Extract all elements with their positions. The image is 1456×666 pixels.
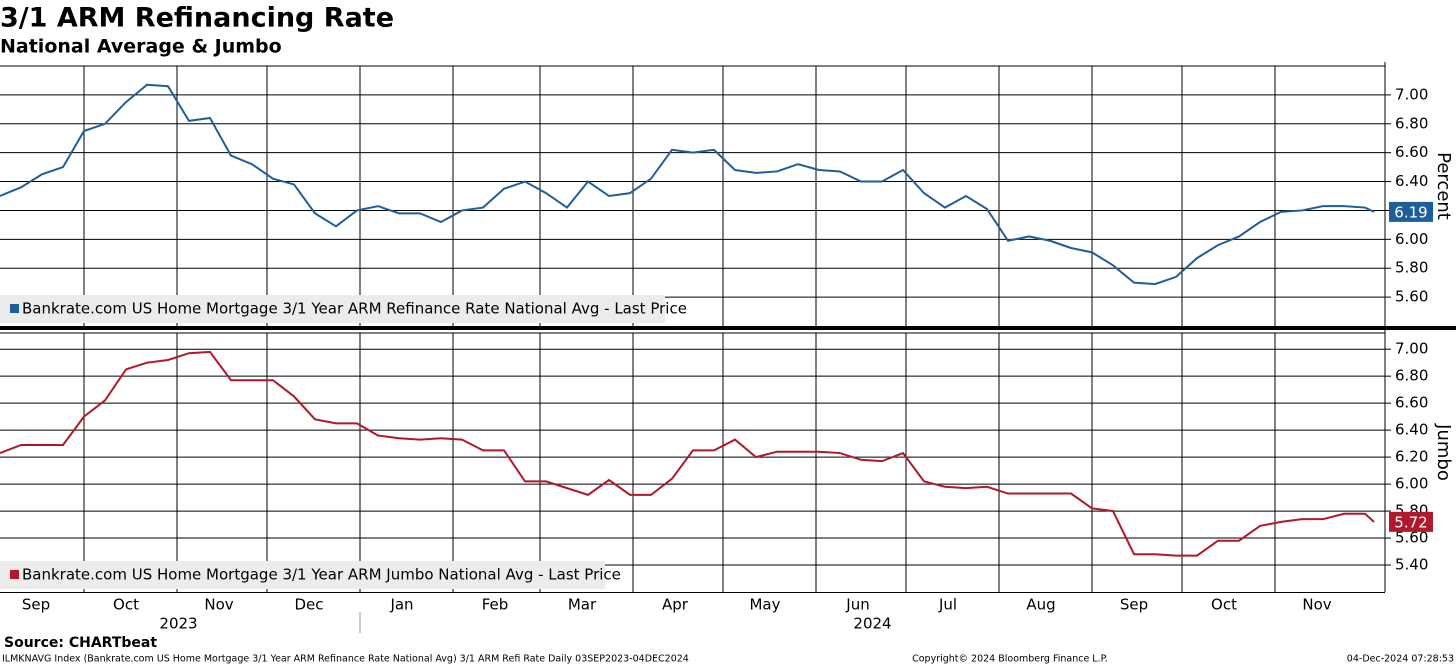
timestamp: 04-Dec-2024 07:28:53	[1347, 654, 1454, 665]
y-tick-label: 6.60	[1395, 394, 1428, 412]
x-tick-label: Apr	[662, 596, 689, 614]
legend-swatch	[10, 304, 19, 313]
chart-title: 3/1 ARM Refinancing Rate	[0, 3, 394, 34]
x-tick-label: May	[749, 596, 780, 614]
year-label: 2023	[159, 615, 197, 633]
x-tick-label: Nov	[1302, 596, 1331, 614]
chart-subtitle: National Average & Jumbo	[0, 36, 282, 58]
y-tick-label: 6.40	[1395, 172, 1428, 190]
y-tick-label: 6.40	[1395, 421, 1428, 439]
last-value-box	[1389, 201, 1433, 222]
x-tick-label: Mar	[568, 596, 597, 614]
y-tick-label: 5.40	[1395, 556, 1428, 574]
last-value-label: 5.72	[1394, 513, 1427, 531]
data-line	[0, 83, 1375, 286]
x-tick-label: Sep	[22, 596, 50, 614]
y-tick-label: 6.00	[1395, 475, 1428, 493]
data-line	[0, 350, 1375, 557]
source: Source: CHARTbeat	[4, 635, 157, 651]
y-tick-label: 6.60	[1395, 143, 1428, 161]
copyright: Copyright© 2024 Bloomberg Finance L.P.	[912, 654, 1108, 665]
y-tick-label: 6.00	[1395, 230, 1428, 248]
y-tick-label: 6.20	[1395, 448, 1428, 466]
last-value-box	[1389, 511, 1433, 532]
y-tick-label: 5.80	[1395, 259, 1428, 277]
x-tick-label: Aug	[1026, 596, 1055, 614]
legend-label: Bankrate.com US Home Mortgage 3/1 Year A…	[22, 300, 687, 318]
axis-bottom	[0, 592, 1385, 593]
y-tick-label: 6.80	[1395, 367, 1428, 385]
y-tick-label: 7.00	[1395, 85, 1428, 103]
y-axis-label: Percent	[1433, 152, 1454, 220]
x-tick-label: Nov	[204, 596, 233, 614]
y-tick-label: 5.60	[1395, 288, 1428, 306]
x-tick-label: Oct	[1211, 596, 1237, 614]
panel-divider	[0, 326, 1456, 330]
legend-box	[0, 561, 605, 589]
x-tick-label: Jul	[938, 596, 957, 614]
x-tick-label: Feb	[482, 596, 509, 614]
x-tick-label: Jun	[845, 596, 869, 614]
x-tick-label: Sep	[1120, 596, 1148, 614]
legend-label: Bankrate.com US Home Mortgage 3/1 Year A…	[22, 566, 621, 584]
y-tick-label: 5.60	[1395, 529, 1428, 547]
legend-swatch	[10, 570, 19, 579]
footer-description: ILMKNAVG Index (Bankrate.com US Home Mor…	[2, 654, 689, 665]
x-tick-label: Dec	[294, 596, 323, 614]
y-tick-label: 6.80	[1395, 114, 1428, 132]
legend-box	[0, 295, 665, 323]
x-tick-label: Jan	[389, 596, 413, 614]
y-axis-label: Jumbo	[1433, 423, 1454, 481]
year-label: 2024	[853, 615, 891, 633]
x-tick-label: Oct	[113, 596, 139, 614]
last-value-label: 6.19	[1394, 203, 1427, 221]
y-tick-label: 7.00	[1395, 340, 1428, 358]
